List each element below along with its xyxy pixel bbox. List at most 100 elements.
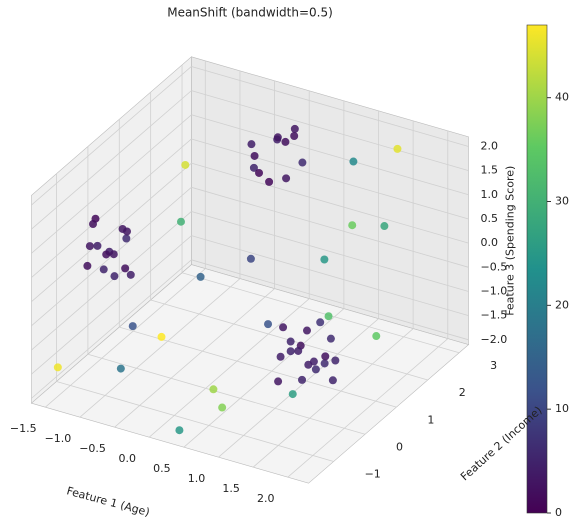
x-tick-label: −1.5 bbox=[10, 422, 37, 435]
point bbox=[279, 323, 288, 332]
point bbox=[196, 272, 205, 281]
point bbox=[85, 242, 94, 251]
grid-line bbox=[31, 90, 192, 230]
x-tick-label: 1.0 bbox=[188, 472, 206, 485]
grid-line bbox=[87, 353, 366, 435]
point bbox=[110, 272, 119, 281]
point bbox=[273, 133, 282, 142]
x-axis-label: Feature 1 (Age) bbox=[65, 484, 151, 519]
grid-line bbox=[56, 381, 334, 462]
colorbar-tick-label: 0 bbox=[555, 506, 562, 519]
grid-line bbox=[31, 138, 192, 278]
point bbox=[264, 320, 273, 329]
point bbox=[121, 264, 130, 273]
grid-line bbox=[191, 259, 469, 341]
grid-line bbox=[191, 114, 469, 196]
grid-line bbox=[191, 235, 469, 317]
z-tick-label: −1.5 bbox=[481, 309, 508, 322]
point bbox=[250, 151, 259, 160]
y-tick-label: 0 bbox=[396, 440, 403, 453]
grid-line bbox=[191, 162, 469, 244]
grid-line bbox=[79, 278, 241, 418]
point bbox=[126, 270, 135, 279]
point bbox=[324, 312, 333, 321]
z-tick-label: −2.0 bbox=[481, 333, 508, 346]
z-tick-label: −1.0 bbox=[481, 284, 508, 297]
x-tick-label: 0.5 bbox=[153, 462, 171, 475]
y-tick-label: 3 bbox=[490, 359, 497, 372]
grid-line bbox=[191, 138, 469, 220]
grid-line bbox=[45, 268, 206, 408]
point bbox=[218, 403, 227, 412]
x-tick-label: 2.0 bbox=[257, 492, 275, 505]
point bbox=[290, 131, 299, 140]
point bbox=[282, 174, 291, 183]
z-axis-label: Feature 3 (Spending Score) bbox=[504, 166, 517, 316]
grid-line bbox=[31, 66, 192, 206]
point bbox=[246, 254, 255, 263]
point bbox=[298, 158, 307, 167]
colorbar-tick-label: 10 bbox=[555, 402, 569, 415]
z-tick-label: 1.0 bbox=[481, 188, 499, 201]
point bbox=[102, 250, 111, 259]
point bbox=[247, 140, 256, 149]
point bbox=[320, 255, 329, 264]
grid-line bbox=[181, 272, 460, 354]
z-tick-label: 2.0 bbox=[481, 139, 499, 152]
grid-line bbox=[287, 338, 449, 478]
x-tick-label: 1.5 bbox=[222, 482, 240, 495]
point bbox=[298, 375, 307, 384]
point bbox=[175, 426, 184, 435]
point bbox=[276, 352, 285, 361]
y-tick-label: 1 bbox=[427, 413, 434, 426]
point bbox=[348, 221, 357, 230]
point bbox=[128, 322, 137, 331]
grid-line bbox=[252, 328, 414, 468]
point bbox=[93, 241, 102, 250]
point bbox=[286, 347, 295, 356]
point bbox=[83, 261, 92, 270]
point bbox=[320, 359, 329, 368]
z-tick-label: 0.0 bbox=[481, 236, 499, 249]
point bbox=[326, 334, 335, 343]
point bbox=[380, 222, 389, 231]
grid-line bbox=[191, 66, 469, 147]
point bbox=[372, 332, 381, 341]
point bbox=[288, 390, 297, 399]
point bbox=[304, 360, 313, 369]
x-tick-label: 0.0 bbox=[118, 452, 136, 465]
z-tick-label: −0.5 bbox=[481, 260, 508, 273]
grid-line bbox=[218, 318, 379, 458]
point bbox=[122, 234, 131, 243]
grid-line bbox=[191, 211, 469, 292]
colorbar-tick-label: 20 bbox=[555, 298, 569, 311]
point bbox=[311, 365, 320, 374]
grid-line bbox=[191, 186, 469, 268]
grid-line bbox=[114, 288, 275, 428]
grid-line bbox=[191, 90, 469, 172]
y-tick-label: 2 bbox=[459, 386, 466, 399]
point bbox=[181, 160, 190, 169]
grid-line bbox=[183, 308, 345, 448]
colorbar bbox=[526, 24, 548, 514]
point bbox=[286, 337, 295, 346]
x-tick-label: −1.0 bbox=[45, 432, 72, 445]
point bbox=[316, 318, 325, 327]
x-tick-label: −0.5 bbox=[79, 442, 106, 455]
grid-line bbox=[31, 259, 192, 399]
point bbox=[290, 124, 299, 133]
point bbox=[99, 265, 108, 274]
point bbox=[328, 376, 337, 385]
grid-line bbox=[119, 326, 397, 408]
point bbox=[321, 352, 330, 361]
point bbox=[176, 217, 185, 226]
point bbox=[294, 346, 303, 355]
colorbar-tick-label: 30 bbox=[555, 195, 569, 208]
point bbox=[157, 332, 166, 341]
grid-line bbox=[31, 114, 192, 254]
point bbox=[89, 220, 98, 229]
point bbox=[265, 177, 274, 186]
grid-line bbox=[148, 298, 310, 438]
point bbox=[109, 250, 118, 259]
